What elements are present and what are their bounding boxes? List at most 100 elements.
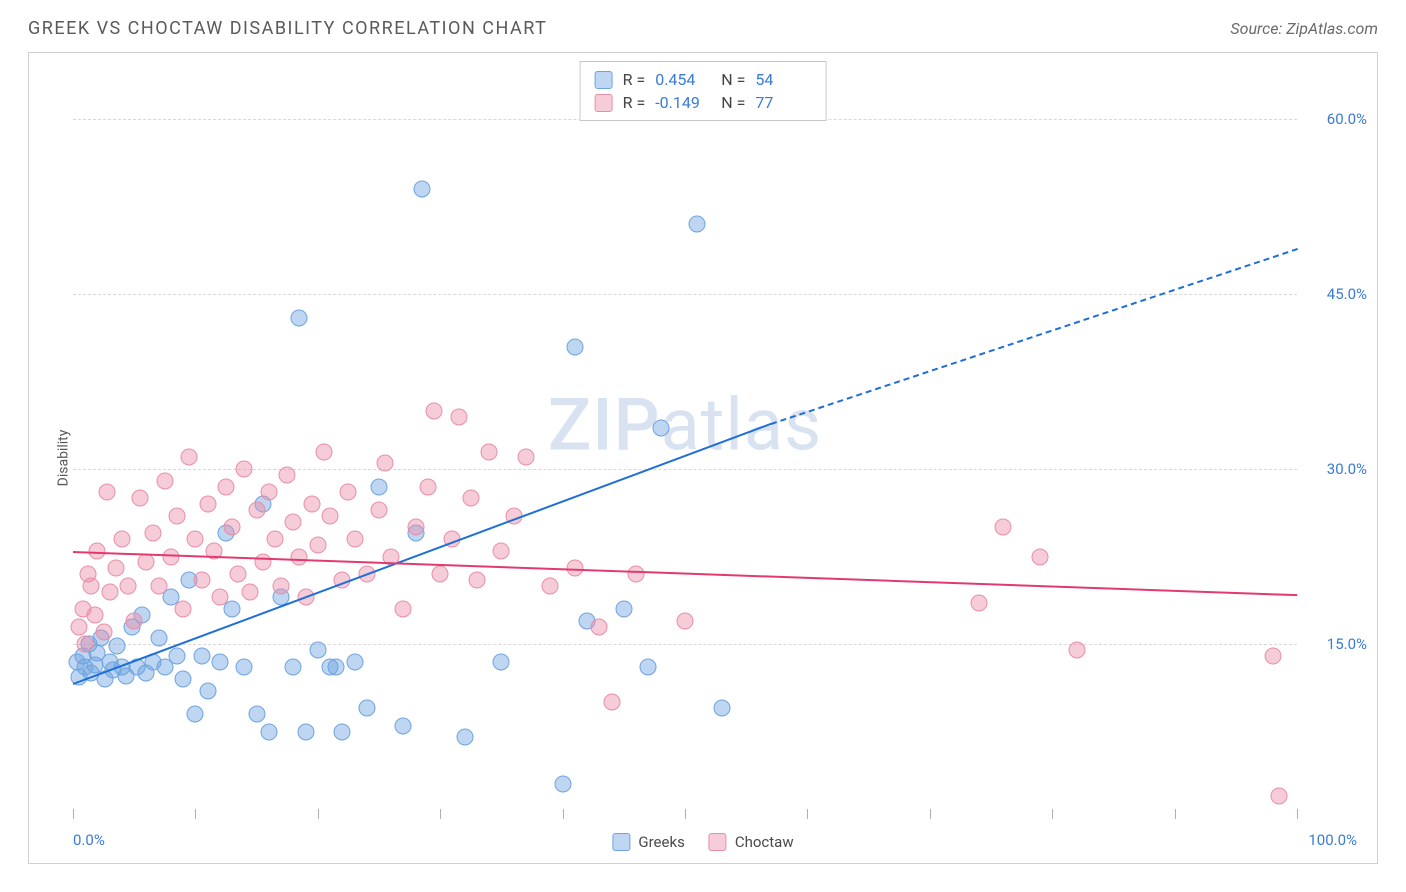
data-point [628, 566, 645, 583]
legend: Greeks Choctaw [612, 833, 793, 851]
data-point [358, 700, 375, 717]
legend-item-choctaw: Choctaw [709, 833, 794, 851]
data-point [113, 531, 130, 548]
x-tick [318, 809, 319, 819]
data-point [236, 659, 253, 676]
legend-item-greeks: Greeks [612, 833, 684, 851]
data-point [242, 583, 259, 600]
data-point [340, 484, 357, 501]
data-point [517, 449, 534, 466]
n-label: N = [721, 70, 745, 89]
gridline [73, 469, 1297, 470]
data-point [248, 706, 265, 723]
greeks-legend-swatch [612, 833, 630, 851]
data-point [285, 659, 302, 676]
data-point [591, 618, 608, 635]
x-tick [1052, 809, 1053, 819]
r-label: R = [623, 93, 646, 112]
chart-source: Source: ZipAtlas.com [1230, 19, 1378, 38]
data-point [413, 181, 430, 198]
data-point [481, 443, 498, 460]
data-point [297, 723, 314, 740]
data-point [150, 577, 167, 594]
choctaw-swatch [595, 94, 613, 112]
data-point [266, 531, 283, 548]
data-point [236, 461, 253, 478]
data-point [285, 513, 302, 530]
data-point [493, 653, 510, 670]
y-tick-label: 45.0% [1327, 285, 1367, 303]
watermark-zip: ZIP [548, 382, 661, 467]
data-point [970, 595, 987, 612]
data-point [334, 723, 351, 740]
data-point [199, 496, 216, 513]
data-point [995, 519, 1012, 536]
greeks-r-value: 0.454 [655, 70, 711, 89]
greeks-swatch [595, 71, 613, 89]
data-point [199, 682, 216, 699]
x-axis-min: 0.0% [73, 831, 105, 849]
correlation-row-2: R = -0.149 N = 77 [595, 91, 812, 114]
data-point [1031, 548, 1048, 565]
choctaw-legend-label: Choctaw [735, 833, 794, 851]
data-point [187, 531, 204, 548]
data-point [542, 577, 559, 594]
data-point [83, 577, 100, 594]
data-point [309, 536, 326, 553]
data-point [468, 571, 485, 588]
data-point [1068, 641, 1085, 658]
data-point [260, 723, 277, 740]
x-axis-max: 100.0% [1308, 831, 1357, 849]
chart-title: GREEK VS CHOCTAW DISABILITY CORRELATION … [28, 18, 547, 39]
data-point [615, 601, 632, 618]
x-tick [685, 809, 686, 819]
data-point [395, 601, 412, 618]
data-point [426, 402, 443, 419]
data-point [419, 478, 436, 495]
data-point [187, 706, 204, 723]
x-tick [807, 809, 808, 819]
data-point [309, 641, 326, 658]
data-point [211, 589, 228, 606]
data-point [273, 577, 290, 594]
data-point [303, 496, 320, 513]
data-point [71, 618, 88, 635]
data-point [346, 531, 363, 548]
data-point [87, 606, 104, 623]
data-point [322, 507, 339, 524]
plot-area: ZIPatlas [73, 61, 1297, 819]
data-point [144, 525, 161, 542]
data-point [169, 647, 186, 664]
plot-container: Disability ZIPatlas R = 0.454 N = 54 R =… [28, 52, 1378, 864]
data-point [291, 548, 308, 565]
data-point [181, 449, 198, 466]
data-point [1270, 787, 1287, 804]
data-point [689, 216, 706, 233]
x-tick [73, 809, 74, 819]
x-tick [440, 809, 441, 819]
data-point [101, 583, 118, 600]
data-point [218, 478, 235, 495]
data-point [169, 507, 186, 524]
data-point [175, 671, 192, 688]
regression-line [770, 248, 1297, 425]
gridline [73, 294, 1297, 295]
y-axis-label: Disability [55, 430, 71, 487]
x-tick [195, 809, 196, 819]
data-point [260, 484, 277, 501]
data-point [554, 776, 571, 793]
data-point [248, 501, 265, 518]
data-point [193, 571, 210, 588]
data-point [371, 478, 388, 495]
data-point [95, 624, 112, 641]
data-point [279, 466, 296, 483]
data-point [291, 309, 308, 326]
data-point [107, 560, 124, 577]
greeks-n-value: 54 [755, 70, 811, 89]
greeks-legend-label: Greeks [638, 833, 684, 851]
data-point [132, 490, 149, 507]
y-tick-label: 15.0% [1327, 635, 1367, 653]
data-point [346, 653, 363, 670]
x-tick [563, 809, 564, 819]
data-point [126, 612, 143, 629]
